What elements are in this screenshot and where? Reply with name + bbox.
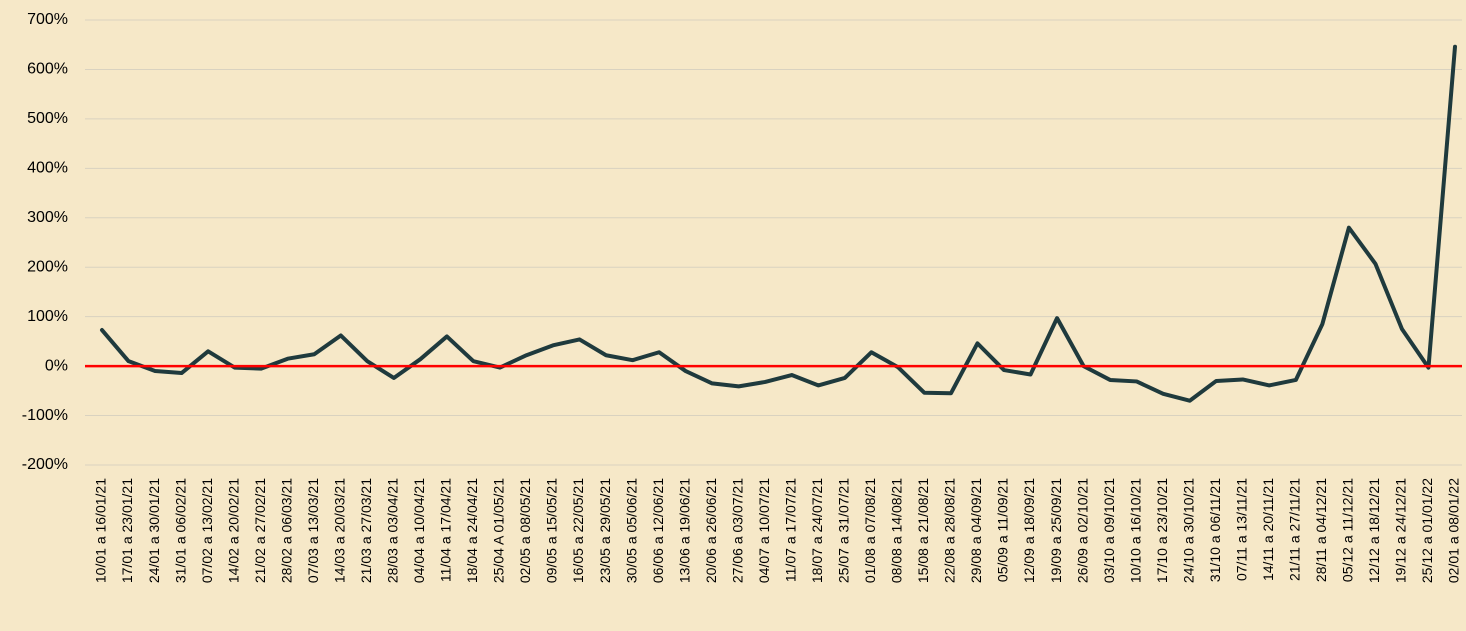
data-line — [100, 44, 1457, 403]
x-tick-label: 18/04 a 24/04/21 — [464, 478, 480, 583]
x-tick-label: 28/03 a 03/04/21 — [385, 478, 401, 583]
x-tick-label: 21/02 a 27/02/21 — [252, 478, 268, 583]
x-tick-label: 21/11 a 27/11/21 — [1287, 478, 1303, 581]
x-tick-label: 14/02 a 20/02/21 — [225, 478, 241, 583]
x-tick-label: 08/08 a 14/08/21 — [889, 478, 905, 583]
x-tick-label: 30/05 a 05/06/21 — [623, 478, 639, 583]
x-tick-label: 25/04 A 01/05/21 — [491, 478, 507, 583]
x-tick-label: 31/10 a 06/11/21 — [1207, 478, 1223, 582]
x-tick-label: 06/06 a 12/06/21 — [650, 478, 666, 583]
x-tick-label: 31/01 a 06/02/21 — [172, 478, 188, 583]
x-tick-label: 07/02 a 13/02/21 — [199, 478, 215, 583]
x-tick-label: 07/03 a 13/03/21 — [305, 478, 321, 583]
x-tick-label: 03/10 a 09/10/21 — [1101, 478, 1117, 583]
y-tick-label: -100% — [22, 407, 68, 424]
x-tick-label: 20/06 a 26/06/21 — [703, 478, 719, 583]
x-tick-label: 21/03 a 27/03/21 — [358, 478, 374, 583]
x-tick-label: 25/12 a 01/01/22 — [1419, 478, 1435, 583]
y-tick-label: 200% — [27, 258, 68, 275]
x-tick-label: 28/02 a 06/03/21 — [278, 478, 294, 583]
x-tick-label: 17/10 a 23/10/21 — [1154, 478, 1170, 583]
x-tick-label: 01/08 a 07/08/21 — [862, 478, 878, 583]
x-tick-label: 24/10 a 30/10/21 — [1180, 478, 1196, 583]
x-tick-label: 12/12 a 18/12/21 — [1366, 478, 1382, 583]
x-tick-label: 05/12 a 11/12/21 — [1340, 478, 1356, 582]
x-tick-label: 05/09 a 11/09/21 — [995, 478, 1011, 582]
x-tick-label: 18/07 a 24/07/21 — [809, 478, 825, 583]
x-tick-label: 02/01 a 08/01/22 — [1446, 478, 1462, 583]
x-tick-label: 23/05 a 29/05/21 — [597, 478, 613, 583]
y-tick-label: 500% — [27, 110, 68, 127]
x-tick-label: 19/12 a 24/12/21 — [1393, 478, 1409, 583]
x-tick-label: 29/08 a 04/09/21 — [968, 478, 984, 583]
x-tick-label: 02/05 a 08/05/21 — [517, 478, 533, 583]
x-tick-label: 26/09 a 02/10/21 — [1074, 478, 1090, 583]
x-tick-label: 09/05 a 15/05/21 — [544, 478, 560, 583]
x-tick-label: 24/01 a 30/01/21 — [146, 478, 162, 583]
x-tick-label: 11/04 a 17/04/21 — [438, 478, 454, 582]
x-tick-label: 25/07 a 31/07/21 — [836, 478, 852, 583]
x-tick-label: 10/10 a 16/10/21 — [1127, 478, 1143, 583]
x-tick-label: 04/04 a 10/04/21 — [411, 478, 427, 583]
y-tick-label: 100% — [27, 308, 68, 325]
y-tick-label: 700% — [27, 11, 68, 28]
x-tick-label: 14/11 a 20/11/21 — [1260, 478, 1276, 581]
x-tick-label: 10/01 a 16/01/21 — [93, 478, 109, 583]
x-tick-label: 28/11 a 04/12/21 — [1313, 478, 1329, 582]
x-tick-label: 07/11 a 13/11/21 — [1233, 478, 1249, 581]
x-tick-label: 27/06 a 03/07/21 — [729, 478, 745, 583]
x-tick-label: 13/06 a 19/06/21 — [676, 478, 692, 583]
x-tick-label: 04/07 a 10/07/21 — [756, 478, 772, 583]
x-tick-label: 14/03 a 20/03/21 — [331, 478, 347, 583]
x-tick-label: 17/01 a 23/01/21 — [119, 478, 135, 583]
x-tick-label: 22/08 a 28/08/21 — [942, 478, 958, 583]
y-tick-label: 0% — [45, 357, 68, 374]
x-tick-label: 19/09 a 25/09/21 — [1048, 478, 1064, 583]
y-tick-label: 600% — [27, 61, 68, 78]
x-tick-label: 15/08 a 21/08/21 — [915, 478, 931, 583]
y-tick-label: 300% — [27, 209, 68, 226]
x-tick-label: 16/05 a 22/05/21 — [570, 478, 586, 583]
x-tick-label: 12/09 a 18/09/21 — [1021, 478, 1037, 583]
y-tick-label: -200% — [22, 456, 68, 473]
y-tick-label: 400% — [27, 160, 68, 177]
x-tick-label: 11/07 a 17/07/21 — [782, 478, 798, 582]
